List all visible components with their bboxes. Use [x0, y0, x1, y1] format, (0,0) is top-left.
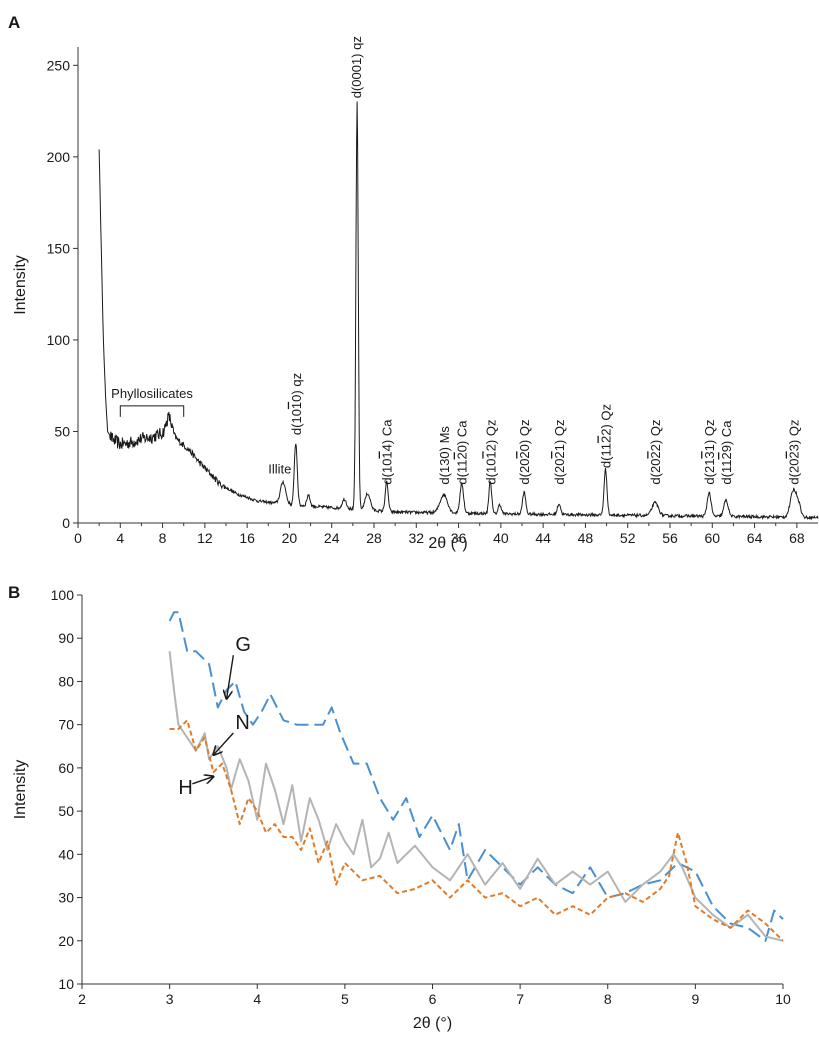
series-line-G [168, 611, 784, 942]
peak-label-3: d(0001) qz [349, 36, 364, 98]
phyllosilicates-bracket [119, 405, 185, 417]
x-tick-label-b-0: 2 [78, 991, 86, 1007]
x-axis-label-b: 2θ (°) [413, 1015, 452, 1032]
x-tick-label-b-6: 8 [604, 991, 612, 1007]
y-tick-label-b-4: 50 [58, 803, 74, 819]
peak-label-5: d(130) Ms [437, 426, 452, 485]
series-line-H [169, 719, 784, 942]
y-tick-label-a-0: 0 [62, 515, 70, 531]
series-label-G: G [235, 634, 251, 656]
series-arrow-G [227, 655, 235, 699]
x-tick-label-a-12: 48 [578, 530, 594, 546]
y-tick-label-b-1: 20 [58, 933, 74, 949]
x-tick-label-b-8: 10 [775, 991, 791, 1007]
y-tick-label-b-7: 80 [58, 673, 74, 689]
x-tick-label-a-10: 40 [493, 530, 509, 546]
series-label-H: H [178, 777, 192, 799]
y-tick-label-b-0: 10 [58, 976, 74, 992]
peak-label-2: d(1010) qz [289, 373, 304, 435]
peak-label-9: d(2021) Qz [552, 420, 567, 485]
x-tick-label-a-14: 56 [662, 530, 678, 546]
peak-label-11: d(2022) Qz [648, 420, 663, 485]
x-axis-label-a: 2θ (°) [428, 535, 467, 552]
annotation-illite: Illite [268, 462, 291, 477]
x-tick-label-a-11: 44 [535, 530, 551, 546]
y-tick-label-b-2: 30 [58, 890, 74, 906]
panel-label-b: B [8, 583, 20, 602]
peak-label-10: d(1122) Qz [599, 404, 614, 468]
y-tick-label-b-8: 90 [58, 630, 74, 646]
x-tick-label-b-3: 5 [341, 991, 349, 1007]
y-tick-label-a-3: 150 [47, 240, 71, 256]
x-tick-label-a-2: 8 [159, 530, 167, 546]
x-tick-label-a-13: 52 [620, 530, 636, 546]
series-arrow-H [192, 777, 213, 785]
x-tick-label-b-2: 4 [253, 991, 261, 1007]
series-label-N: N [235, 712, 249, 734]
x-tick-label-a-6: 24 [324, 530, 340, 546]
y-axis-label-b: Intensity [12, 760, 29, 820]
peak-label-13: d(1129) Ca [719, 420, 734, 485]
x-tick-label-a-15: 60 [704, 530, 720, 546]
series-line-N [168, 651, 784, 942]
y-tick-label-a-5: 250 [47, 57, 71, 73]
x-tick-label-b-1: 3 [166, 991, 174, 1007]
x-tick-label-a-1: 4 [116, 530, 124, 546]
y-tick-label-a-2: 100 [47, 332, 71, 348]
series-arrow-N [213, 732, 234, 755]
x-tick-label-b-4: 6 [429, 991, 437, 1007]
x-tick-label-a-3: 12 [197, 530, 213, 546]
peak-label-7: d(1012) Qz [483, 420, 498, 485]
y-tick-label-a-1: 50 [54, 423, 70, 439]
x-tick-label-a-5: 20 [282, 530, 298, 546]
x-tick-label-a-16: 64 [747, 530, 763, 546]
y-axis-label-a: Intensity [12, 255, 29, 315]
y-tick-label-b-9: 100 [51, 587, 75, 603]
peak-label-14: d(2023) Qz [787, 420, 802, 485]
peak-label-8: d(2020) Qz [517, 420, 532, 485]
x-tick-label-b-5: 7 [516, 991, 524, 1007]
peak-label-12: d(2131) Qz [702, 420, 717, 485]
x-tick-label-b-7: 9 [691, 991, 699, 1007]
panel-label-a: A [8, 13, 20, 32]
peak-label-6: d(1120) Ca [455, 420, 470, 485]
annotation-phyllosilicates: Phyllosilicates [111, 386, 193, 401]
x-tick-label-a-8: 32 [408, 530, 424, 546]
x-tick-label-a-7: 28 [366, 530, 382, 546]
y-tick-label-a-4: 200 [47, 149, 71, 165]
chart-b: 10 20 30 40 50 60 70 80 90 100 2 3 4 5 6 7 8 9 10 2θ (°) Int… [12, 587, 791, 1032]
y-tick-label-b-5: 60 [58, 760, 74, 776]
peak-label-4: d(1014) Ca [380, 419, 395, 485]
diffractogram-line [98, 101, 819, 521]
x-tick-label-a-0: 0 [74, 530, 82, 546]
y-tick-label-b-3: 40 [58, 846, 74, 862]
x-tick-label-a-4: 16 [239, 530, 255, 546]
x-tick-label-a-9: 36 [451, 530, 467, 546]
y-tick-label-b-6: 70 [58, 717, 74, 733]
x-tick-label-a-17: 68 [789, 530, 805, 546]
